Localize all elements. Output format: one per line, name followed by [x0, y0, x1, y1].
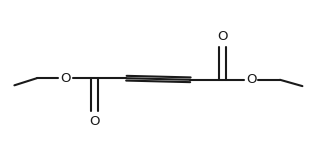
Text: O: O — [60, 72, 71, 85]
Text: O: O — [246, 73, 256, 86]
Text: O: O — [217, 30, 228, 43]
Text: O: O — [89, 115, 100, 128]
